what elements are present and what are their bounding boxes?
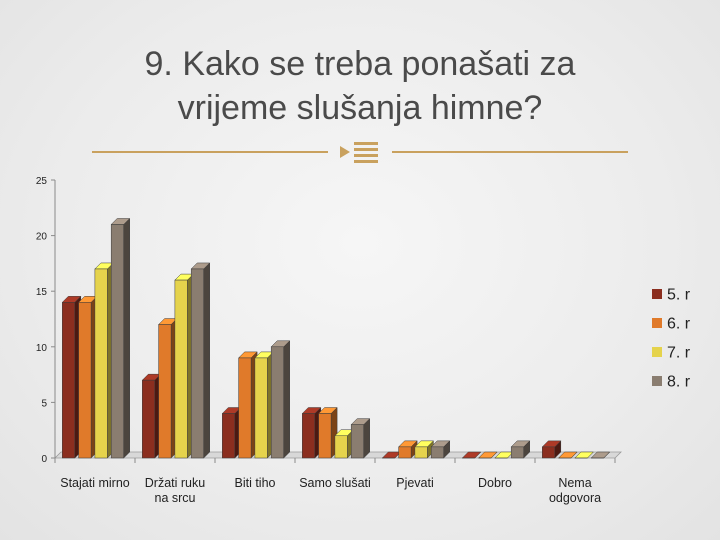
bar — [510, 440, 531, 459]
y-tick-label: 20 — [36, 232, 48, 243]
x-category-label: odgovora — [549, 491, 601, 505]
y-tick-label: 0 — [41, 454, 47, 465]
bar — [110, 217, 131, 459]
bar — [237, 351, 258, 459]
x-category-label: Stajati mirno — [60, 476, 130, 490]
x-category-label: Pjevati — [396, 476, 434, 490]
x-category-label: na srcu — [155, 491, 196, 505]
legend-swatch — [652, 318, 662, 328]
bar — [574, 451, 595, 459]
bar — [61, 295, 82, 459]
bar — [221, 406, 242, 459]
y-tick-label: 15 — [36, 287, 48, 298]
legend-label: 8. r — [667, 374, 691, 391]
bar — [301, 406, 322, 459]
title-line-1: 9. Kako se treba ponašati za — [144, 45, 576, 83]
bar — [557, 451, 578, 459]
legend-label: 6. r — [667, 316, 691, 333]
legend-label: 5. r — [667, 287, 691, 304]
title-rule-left — [92, 151, 328, 153]
legend-swatch — [652, 347, 662, 357]
title-line-2: vrijeme slušanja himne? — [177, 89, 543, 127]
x-category-label: Samo slušati — [299, 476, 371, 490]
bar — [157, 317, 178, 459]
x-category-label: Držati ruku — [145, 476, 205, 490]
bar — [461, 451, 482, 459]
legend-label: 7. r — [667, 345, 691, 362]
bar — [94, 262, 115, 459]
title-rule-right — [392, 151, 628, 153]
y-tick-label: 10 — [36, 343, 48, 354]
bar — [430, 440, 451, 459]
bar — [541, 440, 562, 459]
bar — [270, 340, 291, 459]
x-category-label: Biti tiho — [235, 476, 276, 490]
page-title: 9. Kako se treba ponašati za vrijeme slu… — [60, 42, 660, 130]
bar — [77, 295, 98, 459]
legend-swatch — [652, 376, 662, 386]
x-category-label: Dobro — [478, 476, 512, 490]
bar — [350, 418, 371, 459]
bar — [590, 451, 611, 459]
bar — [334, 429, 355, 459]
legend-swatch — [652, 289, 662, 299]
bar — [174, 273, 195, 459]
paragraph-ornament-icon — [340, 142, 378, 163]
bar — [190, 262, 211, 459]
bar — [397, 440, 418, 459]
bar — [141, 373, 162, 459]
bar — [254, 351, 275, 459]
y-tick-label: 25 — [36, 176, 48, 187]
y-tick-label: 5 — [41, 398, 47, 409]
x-category-label: Nema — [558, 476, 591, 490]
bar — [317, 406, 338, 459]
bar — [414, 440, 435, 459]
bar — [477, 451, 498, 459]
